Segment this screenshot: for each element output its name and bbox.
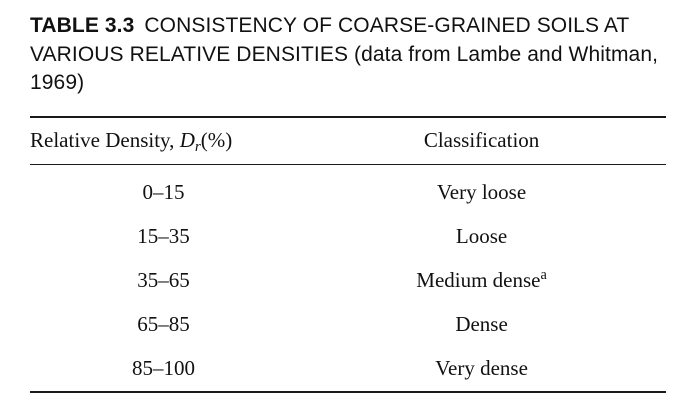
classification-text: Dense bbox=[455, 312, 508, 337]
header-percent-suffix: (%) bbox=[200, 127, 233, 152]
header-relative-density-prefix: Relative Density, bbox=[30, 127, 180, 152]
table-header-row: Relative Density, Dr(%) Classification bbox=[30, 116, 666, 165]
consistency-table: Relative Density, Dr(%) Classification 0… bbox=[30, 115, 666, 393]
classification-cell: Loose bbox=[297, 215, 666, 259]
table-row: 15–35 Loose bbox=[30, 215, 666, 259]
table-row: 85–100 Very dense bbox=[30, 347, 666, 392]
classification-text: Very loose bbox=[436, 180, 527, 205]
classification-text: Very dense bbox=[435, 356, 528, 381]
relative-density-cell: 85–100 bbox=[132, 356, 196, 381]
table-title-text: CONSISTENCY OF COARSE-GRAINED SOILS AT V… bbox=[30, 14, 659, 95]
header-classification: Classification bbox=[297, 116, 666, 165]
variable-r-subscript: r bbox=[194, 139, 201, 156]
table-caption: TABLE 3.3 CONSISTENCY OF COARSE-GRAINED S… bbox=[30, 12, 666, 98]
table-number-label: TABLE 3.3 bbox=[30, 14, 135, 37]
variable-d-symbol: D bbox=[179, 127, 195, 152]
header-relative-density: Relative Density, Dr(%) bbox=[30, 116, 298, 165]
relative-density-cell: 15–35 bbox=[137, 224, 190, 249]
table-row: 65–85 Dense bbox=[30, 303, 666, 347]
footnote-marker: a bbox=[540, 267, 547, 284]
classification-text: Loose bbox=[455, 224, 508, 249]
table-row: 35–65 Medium densea bbox=[30, 259, 666, 303]
relative-density-cell: 35–65 bbox=[137, 268, 190, 293]
classification-cell: Dense bbox=[297, 303, 666, 347]
table-row: 0–15 Very loose bbox=[30, 164, 666, 215]
relative-density-cell: 0–15 bbox=[142, 180, 185, 205]
classification-cell: Very loose bbox=[297, 164, 666, 215]
classification-text: Medium dense bbox=[416, 268, 541, 293]
classification-cell: Very dense bbox=[297, 347, 666, 392]
classification-cell: Medium densea bbox=[297, 259, 666, 303]
relative-density-cell: 65–85 bbox=[137, 312, 190, 337]
